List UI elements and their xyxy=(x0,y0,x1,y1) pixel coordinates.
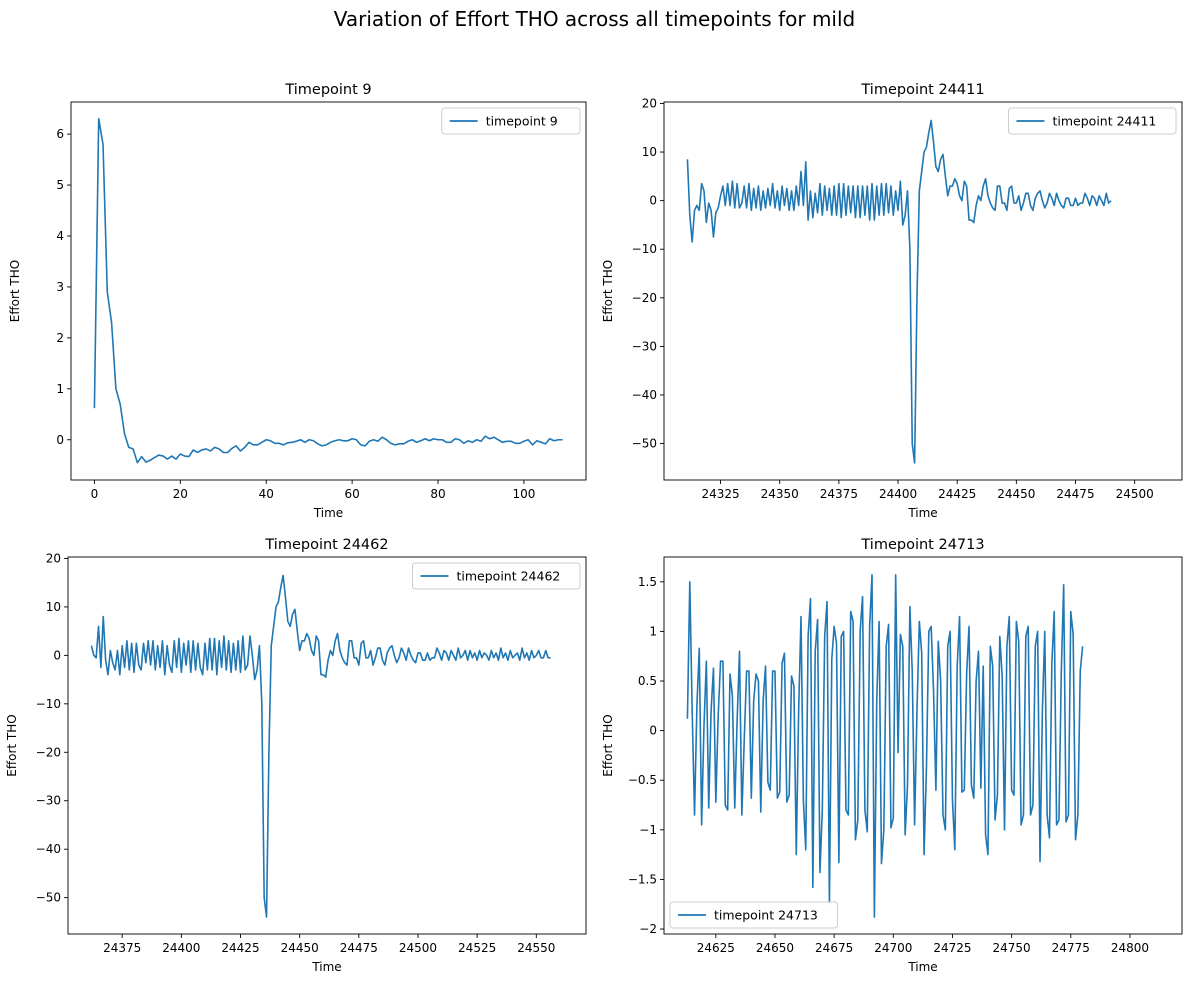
x-tick-label: 80 xyxy=(430,487,445,501)
legend-box xyxy=(669,901,838,929)
x-tick-label: 0 xyxy=(91,487,99,501)
y-tick-label: −1 xyxy=(639,823,657,837)
x-tick-label: 24675 xyxy=(815,941,853,955)
y-tick-label: −20 xyxy=(36,745,61,759)
x-tick-label: 24325 xyxy=(701,487,739,501)
x-tick-label: 20 xyxy=(173,487,188,501)
x-tick-label: 24500 xyxy=(1116,487,1154,501)
x-tick-label: 24375 xyxy=(820,487,858,501)
x-tick-label: 24450 xyxy=(281,941,319,955)
x-tick-label: 24400 xyxy=(162,941,200,955)
legend: timepoint 24462 xyxy=(412,562,581,590)
x-tick-label: 24725 xyxy=(933,941,971,955)
axes-frame xyxy=(67,556,587,935)
series-line-1 xyxy=(686,574,1084,918)
y-tick-label: 0 xyxy=(56,433,64,447)
legend: timepoint 24713 xyxy=(669,901,838,929)
x-tick-label: 24800 xyxy=(1111,941,1149,955)
x-tick-label: 24450 xyxy=(997,487,1035,501)
y-tick-label: −20 xyxy=(632,291,657,305)
subplot-4: 24625 24650 24675 24700 24725 24750 24775 24800… xyxy=(601,537,1183,974)
y-tick-label: 2 xyxy=(56,331,64,345)
legend: timepoint 24411 xyxy=(1008,107,1177,135)
series-line-1 xyxy=(686,119,1112,464)
legend: timepoint 9 xyxy=(441,107,581,135)
series-line-1 xyxy=(93,118,563,464)
subplot-2: 24325 24350 24375 24400 24425 24450 24475 24500… xyxy=(601,82,1183,520)
y-tick-label: −40 xyxy=(36,842,61,856)
x-axis-label: Time xyxy=(313,506,343,520)
x-tick-label: 24550 xyxy=(517,941,555,955)
y-tick-label: 10 xyxy=(642,145,657,159)
x-tick-label: 24475 xyxy=(1056,487,1094,501)
y-tick-label: −50 xyxy=(36,891,61,905)
y-tick-label: −10 xyxy=(36,697,61,711)
legend-label: timepoint 24713 xyxy=(714,908,818,923)
subplot-title: Timepoint 9 xyxy=(284,82,371,98)
legend-label: timepoint 24462 xyxy=(457,569,561,584)
x-tick-label: 24625 xyxy=(697,941,735,955)
x-axis-label: Time xyxy=(907,506,937,520)
y-tick-label: 1 xyxy=(56,382,64,396)
y-tick-label: −50 xyxy=(632,437,657,451)
y-tick-label: −0.5 xyxy=(628,773,657,787)
y-tick-label: 0 xyxy=(53,648,61,662)
y-tick-label: 1 xyxy=(649,624,657,638)
y-tick-label: −30 xyxy=(36,794,61,808)
x-tick-label: 24700 xyxy=(874,941,912,955)
y-axis-label: Effort THO xyxy=(5,714,19,776)
y-tick-label: 3 xyxy=(56,280,64,294)
y-tick-label: −1.5 xyxy=(628,872,657,886)
y-tick-label: 0 xyxy=(649,194,657,208)
legend-box xyxy=(441,107,581,135)
axes-frame xyxy=(663,556,1183,935)
y-axis-label: Effort THO xyxy=(601,714,615,776)
axes-frame xyxy=(663,101,1183,481)
x-tick-label: 40 xyxy=(259,487,274,501)
subplot-title: Timepoint 24411 xyxy=(860,82,984,98)
y-tick-label: 20 xyxy=(642,96,657,110)
legend-label: timepoint 9 xyxy=(486,114,558,129)
x-tick-label: 100 xyxy=(512,487,535,501)
y-axis-label: Effort THO xyxy=(8,260,22,322)
legend-label: timepoint 24411 xyxy=(1053,114,1157,129)
x-tick-label: 24350 xyxy=(761,487,799,501)
subplot-1: 0 20 40 60 80 100 0 1 2 3 4 5 6 Timepoint 9 Time Effort… xyxy=(8,82,587,520)
x-tick-label: 24525 xyxy=(458,941,496,955)
y-tick-label: 6 xyxy=(56,127,64,141)
x-tick-label: 24375 xyxy=(103,941,141,955)
y-tick-label: 0 xyxy=(649,724,657,738)
x-tick-label: 60 xyxy=(344,487,359,501)
x-tick-label: 24500 xyxy=(399,941,437,955)
y-tick-label: −30 xyxy=(632,339,657,353)
y-tick-label: −40 xyxy=(632,388,657,402)
x-axis-label: Time xyxy=(311,960,341,974)
legend-box xyxy=(1008,107,1177,135)
x-axis-label: Time xyxy=(907,960,937,974)
series-line-1 xyxy=(90,574,551,918)
y-tick-label: 1.5 xyxy=(638,575,657,589)
y-tick-label: 10 xyxy=(46,600,61,614)
subplot-3: 24375 24400 24425 24450 24475 24500 24525 24550… xyxy=(5,537,587,974)
figure-title: Variation of Effort THO across all timep… xyxy=(334,7,855,31)
y-tick-label: 5 xyxy=(56,178,64,192)
y-tick-label: 20 xyxy=(46,551,61,565)
subplot-title: Timepoint 24713 xyxy=(860,537,984,553)
x-tick-label: 24475 xyxy=(340,941,378,955)
legend-box xyxy=(412,562,581,590)
axes-frame xyxy=(70,101,587,481)
x-tick-label: 24650 xyxy=(756,941,794,955)
y-tick-label: 4 xyxy=(56,229,64,243)
x-tick-label: 24750 xyxy=(993,941,1031,955)
y-axis-label: Effort THO xyxy=(601,260,615,322)
x-tick-label: 24400 xyxy=(879,487,917,501)
y-tick-label: −10 xyxy=(632,242,657,256)
x-tick-label: 24775 xyxy=(1052,941,1090,955)
y-tick-label: 0.5 xyxy=(638,674,657,688)
x-tick-label: 24425 xyxy=(221,941,259,955)
y-tick-label: −2 xyxy=(639,922,657,936)
subplot-title: Timepoint 24462 xyxy=(264,537,388,553)
x-tick-label: 24425 xyxy=(938,487,976,501)
